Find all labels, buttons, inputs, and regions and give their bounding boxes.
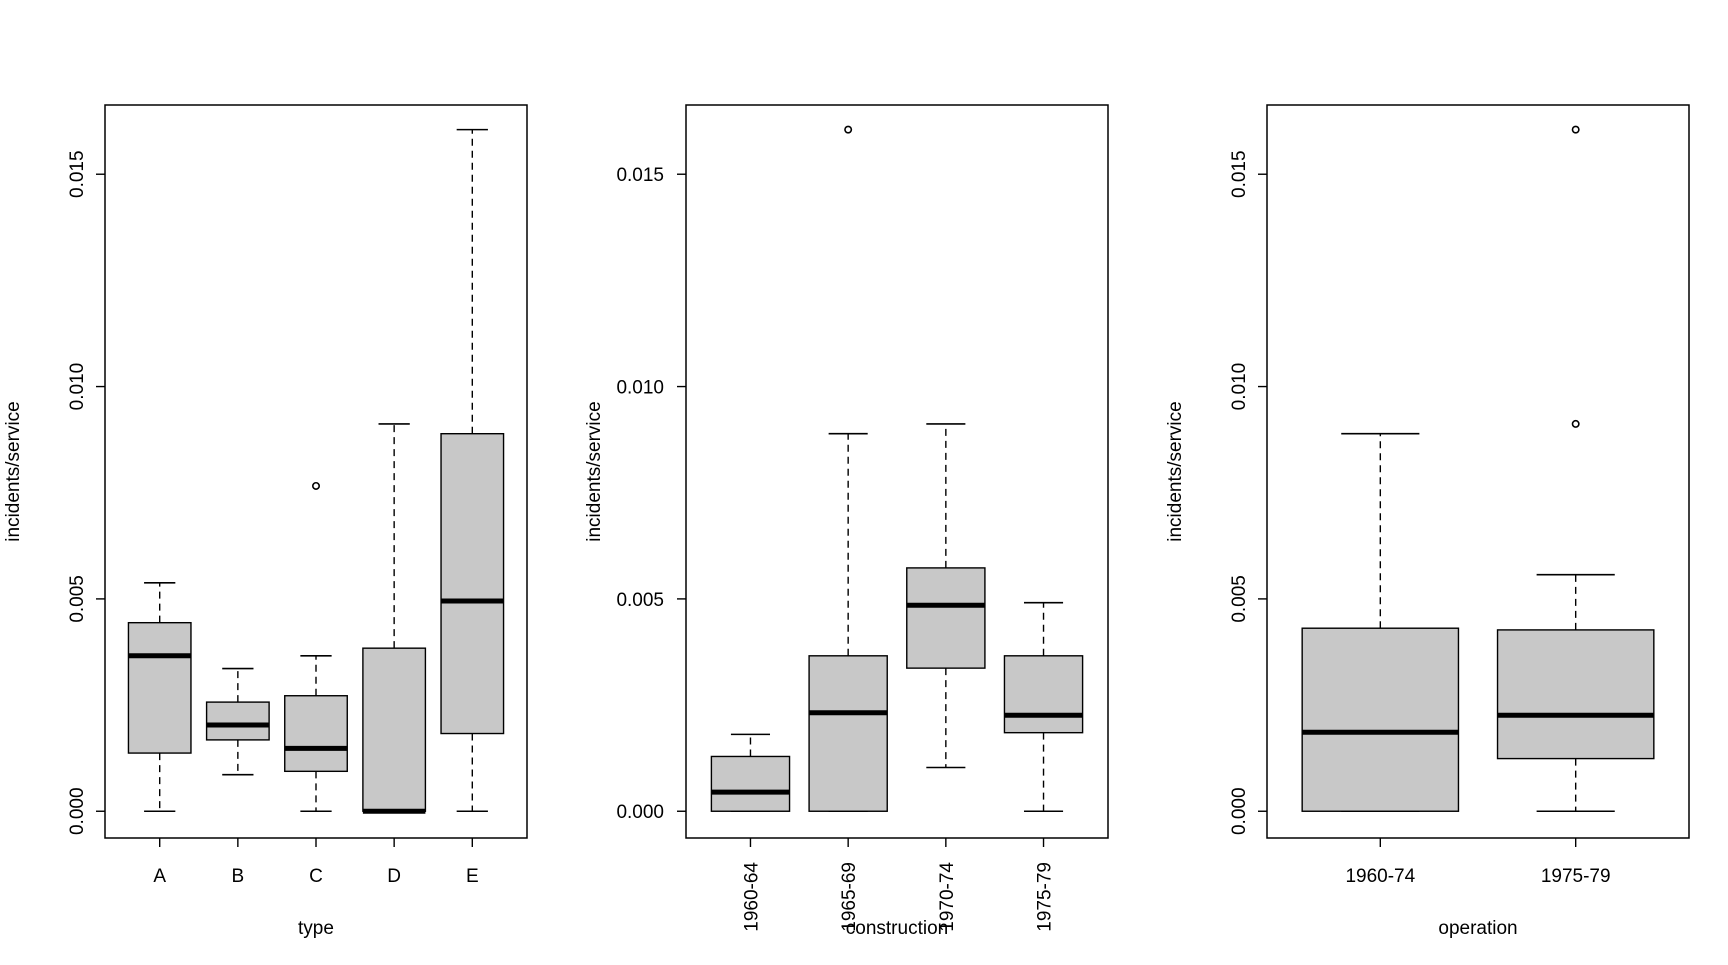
outlier-point [1571, 419, 1580, 428]
x-tick-label: 1965-69 [839, 862, 860, 932]
x-tick-label: C [309, 866, 323, 887]
x-tick-label: A [153, 866, 166, 887]
outlier-point [1571, 125, 1580, 134]
y-tick-label: 0.015 [1229, 150, 1250, 198]
box-body [710, 755, 791, 812]
box-A [127, 581, 192, 813]
y-tick-label: 0.010 [1229, 363, 1250, 411]
y-tick-label: 0.010 [616, 378, 664, 399]
plot-frame [685, 104, 1109, 839]
box-body [127, 621, 192, 754]
x-tick-label: 1975-79 [1541, 866, 1611, 887]
box-body [284, 695, 348, 773]
x-tick-label: 1970-74 [937, 862, 958, 932]
box-body [205, 701, 270, 741]
box-body [906, 567, 986, 669]
y-axis-label: incidents/service [3, 401, 24, 541]
box-1965-69 [808, 125, 888, 813]
x-tick-label: 1975-79 [1035, 862, 1056, 932]
box-1975-79 [1003, 601, 1084, 813]
y-tick-label: 0.000 [1229, 787, 1250, 835]
box-C [284, 481, 348, 813]
y-tick-label: 0.015 [616, 165, 664, 186]
box-D [362, 423, 427, 814]
y-tick-label: 0.005 [616, 590, 664, 611]
x-axis-label: type [298, 918, 334, 939]
y-tick-label: 0.005 [1229, 575, 1250, 623]
box-body [1003, 655, 1084, 734]
box-1960-64 [710, 733, 791, 813]
y-tick-label: 0.010 [67, 363, 88, 411]
y-axis-label: incidents/service [1165, 401, 1186, 541]
x-tick-label: 1960-74 [1345, 866, 1415, 887]
box-E [440, 128, 505, 813]
outlier-point [844, 125, 853, 134]
x-tick-label: B [232, 866, 245, 887]
x-tick-label: D [387, 866, 401, 887]
box-body [1301, 627, 1460, 812]
y-tick-label: 0.015 [67, 150, 88, 198]
plot-frame [1266, 104, 1690, 839]
box-body [440, 433, 505, 735]
panel-3: 1960-74 1975-79 0.000 0.005 0.010 0.015 operat… [1165, 104, 1690, 939]
box-1960-74 [1301, 432, 1460, 813]
panel-2: 1960-64 1965-69 1970-74 1975-79 0.000 0.005 0.… [584, 104, 1109, 939]
x-axis-label: operation [1438, 918, 1517, 939]
x-tick-label: E [466, 866, 479, 887]
y-tick-label: 0.000 [616, 802, 664, 823]
y-tick-label: 0.005 [67, 575, 88, 623]
box-B [205, 667, 270, 776]
outlier-point [311, 481, 320, 490]
panel-1: A B C D E 0.000 0.005 0.010 0.015 type incidents/s… [3, 104, 528, 939]
x-axis-label: construction [846, 918, 948, 939]
box-body [808, 655, 888, 812]
y-tick-label: 0.000 [67, 787, 88, 835]
y-axis-label: incidents/service [584, 401, 605, 541]
x-tick-label: 1960-64 [741, 862, 762, 932]
box-body [1496, 629, 1655, 760]
box-1975-79 [1496, 125, 1655, 813]
box-1970-74 [906, 423, 986, 769]
box-body [362, 647, 427, 812]
